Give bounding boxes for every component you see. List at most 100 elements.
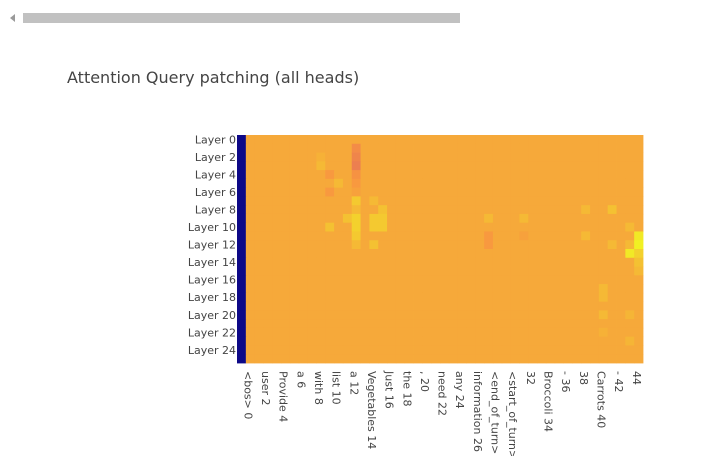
heatmap-cell <box>537 284 547 294</box>
heatmap-cell <box>537 275 547 285</box>
heatmap-cell <box>440 178 450 189</box>
heatmap-cell <box>616 170 626 180</box>
heatmap-cell <box>395 187 406 197</box>
heatmap-cell <box>334 213 344 224</box>
heatmap-cell <box>342 178 353 189</box>
heatmap-cell <box>457 266 467 276</box>
heatmap-cell <box>545 275 556 285</box>
heatmap-cell <box>563 222 573 232</box>
heatmap-cell <box>254 284 264 294</box>
heatmap-cell <box>413 152 423 162</box>
heatmap-cell <box>245 257 256 267</box>
y-tick-label: Layer 18 <box>188 291 236 304</box>
heatmap-cell <box>369 205 379 215</box>
heatmap-cell <box>431 345 441 355</box>
heatmap-cell <box>422 275 432 285</box>
x-tick-label: , 20 <box>418 371 431 392</box>
heatmap-cell <box>281 135 291 145</box>
horizontal-scrollbar[interactable] <box>0 0 470 30</box>
heatmap-cell <box>634 345 644 355</box>
heatmap-cell <box>369 319 379 329</box>
heatmap-cell <box>634 187 644 197</box>
heatmap-cell <box>237 257 247 267</box>
y-tick-label: Layer 4 <box>195 168 236 181</box>
heatmap-cell <box>528 345 538 355</box>
heatmap-cell <box>457 161 467 171</box>
heatmap-cell <box>590 231 600 241</box>
heatmap-cell <box>492 292 503 303</box>
heatmap-cell <box>440 152 450 162</box>
heatmap-cell <box>625 249 635 259</box>
heatmap-cell <box>501 222 512 232</box>
heatmap-cell <box>413 231 423 241</box>
heatmap-cell <box>281 310 291 320</box>
heatmap-cell <box>325 292 335 303</box>
heatmap-cell <box>616 354 626 364</box>
heatmap-cell <box>413 301 423 311</box>
heatmap-cell <box>342 161 353 171</box>
heatmap-cell <box>254 301 264 311</box>
heatmap-cell <box>263 327 273 338</box>
heatmap-cell <box>616 275 626 285</box>
heatmap-cell <box>431 319 441 329</box>
scroll-left-arrow-icon[interactable] <box>10 14 15 22</box>
heatmap-cell <box>448 161 459 171</box>
heatmap-cell <box>528 143 538 153</box>
heatmap-cell <box>307 327 317 338</box>
heatmap-cell <box>554 161 564 171</box>
heatmap-cell <box>492 178 503 189</box>
heatmap-cell <box>422 319 432 329</box>
heatmap-cell <box>422 345 432 355</box>
heatmap-cell <box>404 336 414 346</box>
heatmap-cell <box>395 354 406 364</box>
heatmap-cell <box>545 135 556 145</box>
heatmap-cell <box>492 187 503 197</box>
x-tick-label: need 22 <box>436 371 449 416</box>
heatmap-cell <box>263 205 273 215</box>
heatmap-cell <box>448 257 459 267</box>
heatmap-cell <box>254 161 264 171</box>
heatmap-cell <box>351 275 361 285</box>
heatmap-cell <box>475 266 485 276</box>
heatmap-cell <box>378 213 388 224</box>
heatmap-cell <box>404 143 414 153</box>
heatmap-cell <box>492 222 503 232</box>
heatmap-cell <box>545 213 556 224</box>
heatmap-cell <box>263 196 273 206</box>
heatmap-cell <box>316 336 326 346</box>
heatmap-cell <box>289 319 300 329</box>
heatmap-cell <box>457 257 467 267</box>
heatmap-cell <box>342 135 353 145</box>
heatmap-cell <box>466 213 476 224</box>
heatmap-cell <box>590 292 600 303</box>
heatmap-cell <box>554 327 564 338</box>
heatmap-cell <box>431 354 441 364</box>
heatmap-cell <box>281 213 291 224</box>
heatmap-cell <box>492 152 503 162</box>
heatmap-cell <box>351 354 361 364</box>
heatmap-cell <box>484 196 494 206</box>
heatmap-cell <box>351 143 361 153</box>
heatmap-cell <box>245 240 256 250</box>
heatmap-cell <box>501 327 512 338</box>
heatmap-cell <box>475 196 485 206</box>
heatmap-cell <box>492 161 503 171</box>
scrollbar-thumb[interactable] <box>23 13 460 23</box>
heatmap-cell <box>581 178 591 189</box>
heatmap-cell <box>607 152 617 162</box>
heatmap-cell <box>598 284 609 294</box>
heatmap-cell <box>387 240 397 250</box>
heatmap-cell <box>316 266 326 276</box>
heatmap-cell <box>590 327 600 338</box>
heatmap-cell <box>431 152 441 162</box>
heatmap-cell <box>289 354 300 364</box>
heatmap-cell <box>387 178 397 189</box>
x-tick-label: with 8 <box>312 371 325 405</box>
heatmap-cell <box>281 336 291 346</box>
heatmap-cell <box>440 292 450 303</box>
heatmap-cell <box>369 275 379 285</box>
heatmap-cell <box>563 354 573 364</box>
heatmap-cell <box>431 310 441 320</box>
heatmap-cell <box>448 205 459 215</box>
